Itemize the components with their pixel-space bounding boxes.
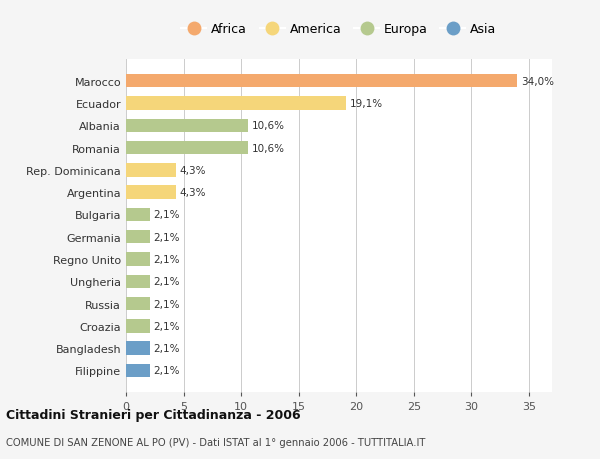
Bar <box>126 364 150 377</box>
Bar <box>126 253 150 266</box>
Text: 10,6%: 10,6% <box>251 121 284 131</box>
Bar <box>126 186 176 199</box>
Legend: Africa, America, Europa, Asia: Africa, America, Europa, Asia <box>178 19 500 40</box>
Bar <box>126 97 346 110</box>
Text: 2,1%: 2,1% <box>154 232 180 242</box>
Bar <box>126 230 150 244</box>
Text: COMUNE DI SAN ZENONE AL PO (PV) - Dati ISTAT al 1° gennaio 2006 - TUTTITALIA.IT: COMUNE DI SAN ZENONE AL PO (PV) - Dati I… <box>6 437 425 447</box>
Bar <box>126 275 150 288</box>
Text: 2,1%: 2,1% <box>154 343 180 353</box>
Bar <box>126 141 248 155</box>
Bar <box>126 119 248 133</box>
Text: 2,1%: 2,1% <box>154 299 180 309</box>
Text: 2,1%: 2,1% <box>154 254 180 264</box>
Text: 2,1%: 2,1% <box>154 210 180 220</box>
Text: 2,1%: 2,1% <box>154 366 180 375</box>
Text: 2,1%: 2,1% <box>154 277 180 287</box>
Text: 34,0%: 34,0% <box>521 77 554 86</box>
Bar <box>126 342 150 355</box>
Text: 19,1%: 19,1% <box>349 99 382 109</box>
Text: 4,3%: 4,3% <box>179 188 205 198</box>
Text: 10,6%: 10,6% <box>251 143 284 153</box>
Bar <box>126 297 150 311</box>
Bar <box>126 319 150 333</box>
Bar <box>126 75 517 88</box>
Text: 2,1%: 2,1% <box>154 321 180 331</box>
Bar <box>126 208 150 222</box>
Text: 4,3%: 4,3% <box>179 165 205 175</box>
Text: Cittadini Stranieri per Cittadinanza - 2006: Cittadini Stranieri per Cittadinanza - 2… <box>6 408 301 421</box>
Bar <box>126 164 176 177</box>
